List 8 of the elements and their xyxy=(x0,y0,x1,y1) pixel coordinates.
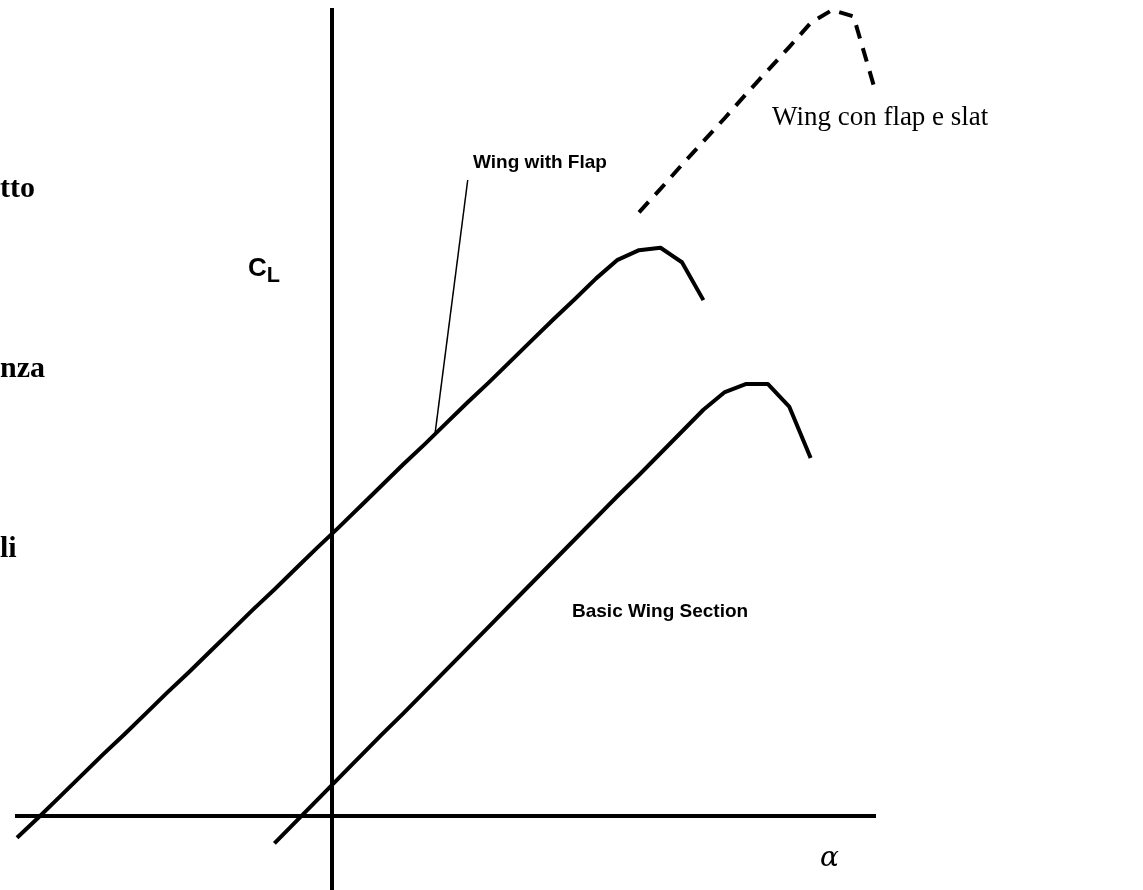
series-label: Wing con flap e slat xyxy=(772,101,989,132)
annotation: tto xyxy=(0,170,35,204)
annotation: nza xyxy=(0,350,45,384)
text: Wing with Flap xyxy=(473,151,607,173)
x-axis-title: α xyxy=(820,840,839,873)
annotation: li xyxy=(0,530,17,564)
y-axis-title: C$_{L}$ xyxy=(248,252,281,289)
text: Basic Wing Section xyxy=(572,600,749,622)
